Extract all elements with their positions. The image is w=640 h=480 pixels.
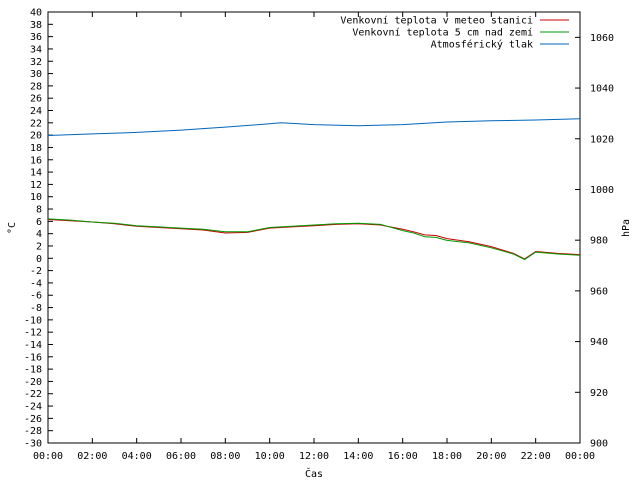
y-left-tick-label: 18 bbox=[30, 143, 42, 154]
x-tick-label: 02:00 bbox=[77, 451, 107, 462]
y-left-tick-label: -28 bbox=[24, 426, 42, 437]
y-left-tick-label: 22 bbox=[30, 118, 42, 129]
y-left-tick-label: -8 bbox=[30, 303, 42, 314]
y-right-tick-label: 940 bbox=[590, 337, 608, 348]
x-axis-label: Čas bbox=[305, 467, 323, 480]
y-left-tick-label: 0 bbox=[36, 254, 42, 265]
legend-label-3: Atmosférický tlak bbox=[431, 39, 533, 51]
x-tick-label: 22:00 bbox=[521, 451, 551, 462]
x-tick-label: 04:00 bbox=[122, 451, 152, 462]
y-right-tick-label: 920 bbox=[590, 388, 608, 399]
x-tick-label: 10:00 bbox=[255, 451, 285, 462]
legend: Venkovní teplota v meteo staniciVenkovní… bbox=[340, 15, 569, 51]
series-lines bbox=[47, 118, 581, 261]
y-left-tick-label: -6 bbox=[30, 291, 42, 302]
y-left-tick-label: 20 bbox=[30, 131, 42, 142]
y-left-tick-label: -18 bbox=[24, 365, 42, 376]
y-left-tick-label: 36 bbox=[30, 32, 42, 43]
x-tick-label: 14:00 bbox=[343, 451, 373, 462]
y-left-tick-label: 16 bbox=[30, 155, 42, 166]
y-left-tick-label: -2 bbox=[30, 266, 42, 277]
y-left-tick-label: 14 bbox=[30, 168, 42, 179]
y-right-tick-label: 900 bbox=[590, 439, 608, 450]
y-left-tick-label: 38 bbox=[30, 20, 42, 31]
x-tick-label: 06:00 bbox=[166, 451, 196, 462]
series-line-2 bbox=[47, 218, 581, 261]
y-left-tick-label: 6 bbox=[36, 217, 42, 228]
x-tick-label: 08:00 bbox=[210, 451, 240, 462]
y-left-tick-label: -10 bbox=[24, 315, 42, 326]
series-line-3 bbox=[47, 118, 581, 136]
y-right-tick-label: 960 bbox=[590, 286, 608, 297]
plot-border bbox=[47, 11, 581, 444]
y-left-tick-label: -12 bbox=[24, 328, 42, 339]
y-left-tick-label: 30 bbox=[30, 69, 42, 80]
y-left-tick-label: 26 bbox=[30, 94, 42, 105]
y-left-tick-label: 32 bbox=[30, 57, 42, 68]
y-left-tick-label: -20 bbox=[24, 377, 42, 388]
y-left-tick-label: -4 bbox=[30, 278, 42, 289]
y-left-tick-label: 28 bbox=[30, 81, 42, 92]
x-tick-label: 16:00 bbox=[388, 451, 418, 462]
series-line-1 bbox=[47, 219, 581, 260]
ticks: 4038363432302826242220181614121086420-2-… bbox=[24, 8, 614, 463]
y-axis-left-label: °C bbox=[7, 222, 18, 234]
y-right-tick-label: 1020 bbox=[590, 134, 614, 145]
x-tick-label: 18:00 bbox=[432, 451, 462, 462]
y-left-tick-label: -24 bbox=[24, 402, 42, 413]
y-left-tick-label: -26 bbox=[24, 414, 42, 425]
y-left-tick-label: 40 bbox=[30, 8, 42, 19]
y-left-tick-label: 34 bbox=[30, 44, 42, 55]
y-left-tick-label: -30 bbox=[24, 439, 42, 450]
x-tick-label: 00:00 bbox=[33, 451, 63, 462]
y-left-tick-label: 12 bbox=[30, 180, 42, 191]
y-left-tick-label: -16 bbox=[24, 352, 42, 363]
y-right-tick-label: 980 bbox=[590, 236, 608, 247]
y-left-tick-label: 2 bbox=[36, 241, 42, 252]
y-left-tick-label: 4 bbox=[36, 229, 42, 240]
y-left-tick-label: -14 bbox=[24, 340, 42, 351]
y-left-tick-label: -22 bbox=[24, 389, 42, 400]
x-tick-label: 00:00 bbox=[565, 451, 595, 462]
x-tick-label: 20:00 bbox=[476, 451, 506, 462]
y-left-tick-label: 24 bbox=[30, 106, 42, 117]
y-right-tick-label: 1060 bbox=[590, 33, 614, 44]
legend-label-2: Venkovní teplota 5 cm nad zemí bbox=[352, 27, 533, 39]
y-left-tick-label: 8 bbox=[36, 205, 42, 216]
y-right-tick-label: 1040 bbox=[590, 84, 614, 95]
y-right-tick-label: 1000 bbox=[590, 185, 614, 196]
x-tick-label: 12:00 bbox=[299, 451, 329, 462]
y-left-tick-label: 10 bbox=[30, 192, 42, 203]
y-axis-right-label: hPa bbox=[621, 219, 632, 237]
legend-label-1: Venkovní teplota v meteo stanici bbox=[340, 15, 533, 27]
